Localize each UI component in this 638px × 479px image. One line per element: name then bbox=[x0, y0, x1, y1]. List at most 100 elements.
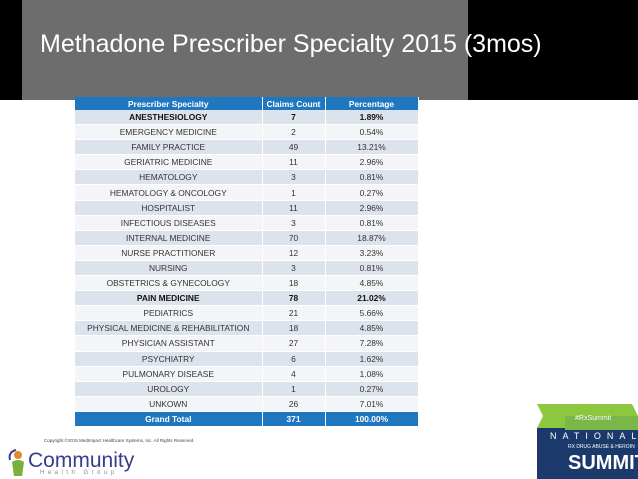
table-cell: 13.21% bbox=[325, 139, 419, 156]
table-cell: 1.89% bbox=[325, 110, 419, 126]
table-cell: 2.96% bbox=[325, 200, 419, 216]
table-cell: 18 bbox=[262, 275, 326, 292]
table-row: OBSTETRICS & GYNECOLOGY 18 4.85% bbox=[75, 275, 419, 292]
table-cell: 18.87% bbox=[325, 230, 419, 246]
copyright: Copyright ©2015 MedImpact Healthcare Sys… bbox=[44, 438, 195, 443]
total-cell: 371 bbox=[262, 411, 326, 427]
table-row: INTERNAL MEDICINE 70 18.87% bbox=[75, 230, 419, 246]
column-header: Prescriber Specialty bbox=[75, 97, 263, 110]
badge-subtitle: RX DRUG ABUSE & HEROIN bbox=[568, 444, 635, 450]
table-row: INFECTIOUS DISEASES 3 0.81% bbox=[75, 215, 419, 231]
table-row: GERIATRIC MEDICINE 11 2.96% bbox=[75, 154, 419, 171]
table-cell: PHYSICIAN ASSISTANT bbox=[75, 335, 263, 352]
table-cell: UROLOGY bbox=[75, 381, 263, 397]
table-cell: INFECTIOUS DISEASES bbox=[75, 215, 263, 231]
table-row: UNKOWN 26 7.01% bbox=[75, 396, 419, 412]
table-cell: 2.96% bbox=[325, 154, 419, 171]
table-cell: 11 bbox=[262, 200, 326, 216]
table-cell: NURSING bbox=[75, 260, 263, 277]
header-row: Prescriber Specialty Claims Count Percenta… bbox=[75, 97, 419, 110]
table-row: NURSING 3 0.81% bbox=[75, 260, 419, 277]
slide-title: Methadone Prescriber Specialty 2015 (3mo… bbox=[40, 30, 542, 58]
table-cell: PSYCHIATRY bbox=[75, 351, 263, 367]
table-cell: 0.81% bbox=[325, 215, 419, 231]
table-cell: OBSTETRICS & GYNECOLOGY bbox=[75, 275, 263, 292]
logo-tagline: Health Group bbox=[40, 470, 118, 476]
slide-header bbox=[22, 0, 468, 100]
table-cell: 12 bbox=[262, 245, 326, 261]
table-row: HEMATOLOGY 3 0.81% bbox=[75, 169, 419, 186]
table-cell: 0.27% bbox=[325, 381, 419, 397]
table-row: ANESTHESIOLOGY 7 1.89% bbox=[75, 110, 419, 126]
table-cell: 7 bbox=[262, 110, 326, 126]
table-cell: 1.62% bbox=[325, 351, 419, 367]
table-row: PHYSICIAN ASSISTANT 27 7.28% bbox=[75, 335, 419, 352]
table-cell: 0.81% bbox=[325, 169, 419, 186]
rule bbox=[0, 100, 22, 102]
total-cell: Grand Total bbox=[75, 411, 263, 427]
table-row: EMERGENCY MEDICINE 2 0.54% bbox=[75, 124, 419, 141]
summit-badge bbox=[537, 404, 638, 479]
table-row: PEDIATRICS 21 5.66% bbox=[75, 305, 419, 322]
badge-hashtag: #RxSummit bbox=[575, 415, 612, 422]
table-cell: HEMATOLOGY & ONCOLOGY bbox=[75, 184, 263, 201]
table-cell: PAIN MEDICINE bbox=[75, 290, 263, 307]
total-cell: 100.00% bbox=[325, 411, 419, 427]
table-cell: FAMILY PRACTICE bbox=[75, 139, 263, 156]
table-cell: 3 bbox=[262, 260, 326, 277]
table-cell: 3.23% bbox=[325, 245, 419, 261]
table-row: PULMONARY DISEASE 4 1.08% bbox=[75, 366, 419, 382]
table-cell: 1 bbox=[262, 381, 326, 397]
table-row: FAMILY PRACTICE 49 13.21% bbox=[75, 139, 419, 156]
table-cell: 7.28% bbox=[325, 335, 419, 352]
badge-summit: SUMMIT bbox=[568, 452, 638, 474]
logo-name: Community bbox=[28, 449, 135, 472]
logo-icon bbox=[8, 449, 24, 476]
table-cell: 78 bbox=[262, 290, 326, 307]
table-cell: 0.54% bbox=[325, 124, 419, 141]
table-cell: 21 bbox=[262, 305, 326, 322]
table-cell: 0.27% bbox=[325, 184, 419, 201]
table-cell: GERIATRIC MEDICINE bbox=[75, 154, 263, 171]
table-cell: PULMONARY DISEASE bbox=[75, 366, 263, 382]
table-row: PSYCHIATRY 6 1.62% bbox=[75, 351, 419, 367]
table-cell: 70 bbox=[262, 230, 326, 246]
column-header: Claims Count bbox=[262, 97, 326, 110]
table-row: HOSPITALIST 11 2.96% bbox=[75, 200, 419, 216]
table-cell: UNKOWN bbox=[75, 396, 263, 412]
table-cell: ANESTHESIOLOGY bbox=[75, 110, 263, 126]
table-cell: 18 bbox=[262, 320, 326, 337]
badge-national: NATIONAL bbox=[550, 431, 638, 441]
table-cell: 5.66% bbox=[325, 305, 419, 322]
table-cell: 1.08% bbox=[325, 366, 419, 382]
table-cell: 4.85% bbox=[325, 275, 419, 292]
table-cell: 7.01% bbox=[325, 396, 419, 412]
table-cell: HOSPITALIST bbox=[75, 200, 263, 216]
column-header: Percentage bbox=[325, 97, 419, 110]
specialty-table: Prescriber Specialty Claims Count Percenta… bbox=[75, 97, 419, 427]
table-cell: 3 bbox=[262, 215, 326, 231]
table-cell: 0.81% bbox=[325, 260, 419, 277]
table-cell: NURSE PRACTITIONER bbox=[75, 245, 263, 261]
table-cell: 3 bbox=[262, 169, 326, 186]
table-cell: PHYSICAL MEDICINE & REHABILITATION bbox=[75, 320, 263, 337]
table-row: PHYSICAL MEDICINE & REHABILITATION 18 4.85… bbox=[75, 320, 419, 337]
table-cell: 1 bbox=[262, 184, 326, 201]
table-row: NURSE PRACTITIONER 12 3.23% bbox=[75, 245, 419, 261]
table-cell: 2 bbox=[262, 124, 326, 141]
table-cell: 49 bbox=[262, 139, 326, 156]
table-row: PAIN MEDICINE 78 21.02% bbox=[75, 290, 419, 307]
table-cell: EMERGENCY MEDICINE bbox=[75, 124, 263, 141]
table-cell: HEMATOLOGY bbox=[75, 169, 263, 186]
total-row: Grand Total 371 100.00% bbox=[75, 411, 419, 427]
table-cell: 11 bbox=[262, 154, 326, 171]
table-cell: 4.85% bbox=[325, 320, 419, 337]
table-cell: PEDIATRICS bbox=[75, 305, 263, 322]
table-cell: 27 bbox=[262, 335, 326, 352]
table-cell: 4 bbox=[262, 366, 326, 382]
table-cell: 21.02% bbox=[325, 290, 419, 307]
table-row: UROLOGY 1 0.27% bbox=[75, 381, 419, 397]
table-cell: INTERNAL MEDICINE bbox=[75, 230, 263, 246]
table-row: HEMATOLOGY & ONCOLOGY 1 0.27% bbox=[75, 184, 419, 201]
